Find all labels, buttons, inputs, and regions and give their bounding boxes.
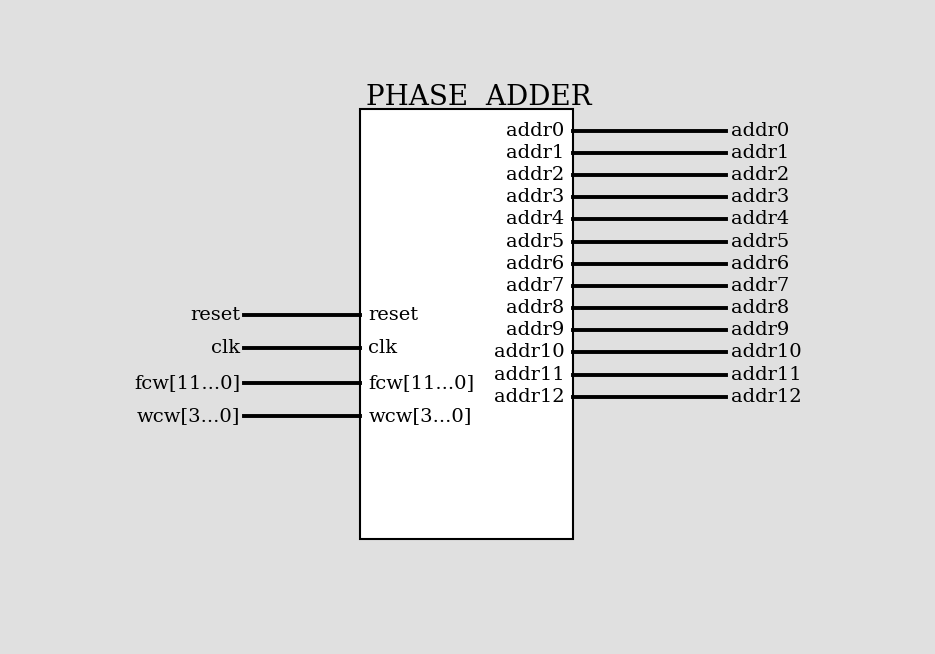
Text: addr8: addr8: [731, 299, 789, 317]
Text: addr12: addr12: [494, 388, 565, 405]
Text: addr9: addr9: [507, 321, 565, 339]
Text: addr12: addr12: [731, 388, 802, 405]
Text: addr4: addr4: [731, 211, 789, 228]
Text: addr3: addr3: [731, 188, 790, 206]
Text: clk: clk: [211, 339, 240, 357]
Text: addr9: addr9: [731, 321, 790, 339]
Text: reset: reset: [368, 306, 419, 324]
Text: addr11: addr11: [494, 366, 565, 384]
Text: addr2: addr2: [507, 166, 565, 184]
Bar: [360, 109, 573, 540]
Text: addr0: addr0: [731, 122, 789, 141]
Text: wcw[3...0]: wcw[3...0]: [137, 407, 240, 425]
Text: addr1: addr1: [731, 144, 789, 162]
Text: addr7: addr7: [731, 277, 789, 295]
Text: addr3: addr3: [507, 188, 565, 206]
Text: fcw[11...0]: fcw[11...0]: [368, 374, 474, 392]
Text: addr5: addr5: [731, 233, 789, 250]
Text: PHASE  ADDER: PHASE ADDER: [367, 84, 592, 111]
Text: addr10: addr10: [731, 343, 802, 362]
Text: addr6: addr6: [731, 255, 789, 273]
Text: addr4: addr4: [507, 211, 565, 228]
Text: addr7: addr7: [507, 277, 565, 295]
Text: addr10: addr10: [494, 343, 565, 362]
Text: fcw[11...0]: fcw[11...0]: [134, 374, 240, 392]
Text: wcw[3...0]: wcw[3...0]: [368, 407, 471, 425]
Text: reset: reset: [190, 306, 240, 324]
Text: addr8: addr8: [507, 299, 565, 317]
Text: addr11: addr11: [731, 366, 802, 384]
Text: addr0: addr0: [507, 122, 565, 141]
Text: addr6: addr6: [507, 255, 565, 273]
Text: addr1: addr1: [507, 144, 565, 162]
Text: addr2: addr2: [731, 166, 789, 184]
Text: clk: clk: [368, 339, 397, 357]
Text: addr5: addr5: [507, 233, 565, 250]
